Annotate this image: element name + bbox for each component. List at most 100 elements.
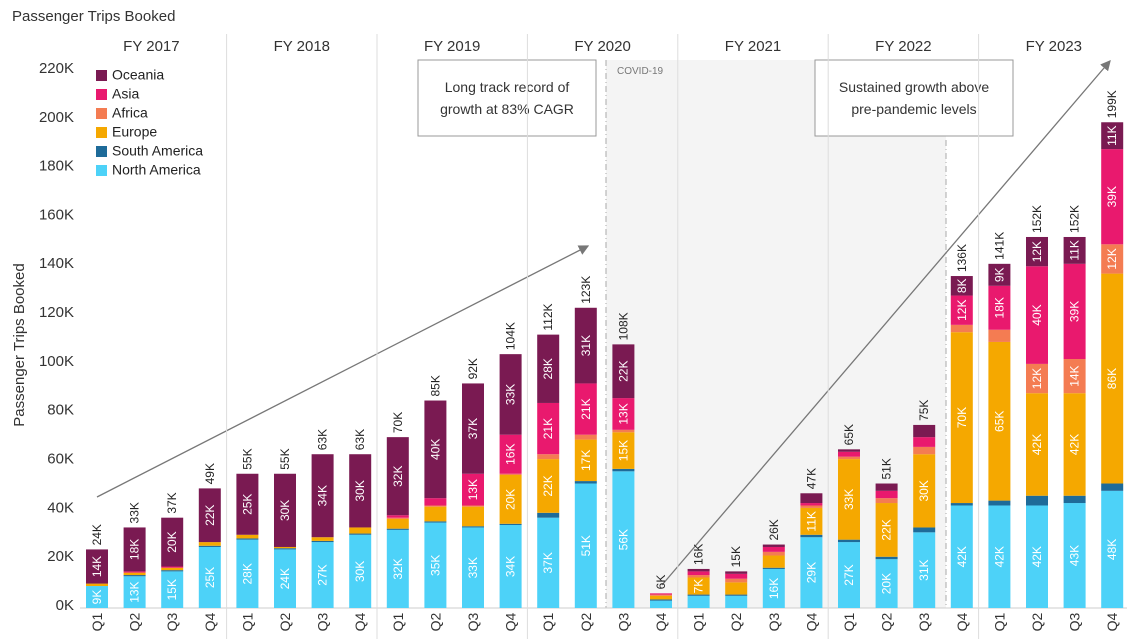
bar-segment [236, 534, 259, 539]
bar-segment [537, 402, 560, 455]
bar-segment [687, 568, 710, 572]
bar-segment [161, 571, 184, 608]
x-tick-label: Q4 [503, 612, 519, 631]
bar-segment [612, 471, 635, 608]
bar-segment [161, 567, 184, 571]
bar-segment [198, 542, 221, 546]
segment-label: 42K [1068, 434, 1082, 455]
bar-segment [950, 505, 973, 608]
annotation: Long track record of [445, 79, 570, 95]
y-tick-label: 120K [39, 304, 74, 321]
year-label: FY 2019 [424, 38, 480, 55]
bar-segment [236, 538, 259, 540]
bar-segment [650, 600, 672, 608]
segment-label: 42K [955, 546, 969, 567]
bar-segment [950, 332, 973, 504]
total-label: 112K [541, 303, 555, 330]
total-label: 92K [466, 358, 480, 379]
covid-label: COVID-19 [617, 66, 664, 77]
bar-segment [537, 334, 560, 403]
segment-label: 37K [466, 418, 480, 439]
segment-label: 42K [992, 546, 1006, 567]
segment-label: 65K [992, 411, 1006, 432]
x-tick-label: Q1 [841, 612, 857, 631]
x-tick-label: Q1 [89, 612, 105, 631]
total-label: 51K [880, 458, 894, 479]
bar-segment [838, 449, 860, 452]
x-tick-label: Q1 [390, 612, 406, 631]
bar-segment [725, 573, 748, 579]
bar-segment [537, 512, 560, 518]
bar-segment [499, 474, 522, 524]
bar-segment [1026, 236, 1048, 267]
bar-segment [161, 570, 184, 572]
bar-segment [1063, 503, 1086, 608]
bar-segment [800, 503, 823, 506]
bar-segment [650, 595, 672, 600]
segment-label: 39K [1068, 301, 1082, 322]
total-label: 63K [316, 429, 330, 450]
bar-segment [612, 432, 635, 469]
bar-segment [988, 341, 1011, 501]
bar-segment [499, 525, 522, 608]
bar-segment [424, 522, 447, 608]
bar-segment [1063, 359, 1086, 394]
total-label: 152K [1068, 205, 1082, 233]
bar-segment [612, 429, 635, 433]
bar-segment [762, 555, 785, 568]
y-tick-label: 0K [56, 597, 74, 614]
year-label: FY 2022 [875, 38, 931, 55]
x-tick-label: Q2 [879, 612, 895, 631]
bar-segment [1026, 363, 1048, 394]
x-tick-label: Q3 [315, 612, 331, 631]
y-tick-label: 80K [47, 402, 74, 419]
x-tick-label: Q4 [653, 612, 669, 631]
segment-label: 28K [240, 563, 254, 584]
bar-segment [424, 521, 447, 523]
bar-segment [1101, 483, 1124, 491]
bar-segment [1101, 122, 1124, 150]
bar-segment [424, 506, 447, 522]
bar-segment [725, 594, 748, 596]
segment-label: 42K [1030, 434, 1044, 455]
legend-label: Europe [112, 124, 157, 140]
segment-label: 28K [541, 358, 555, 379]
x-tick-label: Q4 [803, 612, 819, 631]
x-tick-label: Q2 [578, 612, 594, 631]
segment-label: 30K [278, 500, 292, 521]
bar-segment [838, 459, 860, 540]
x-tick-label: Q4 [202, 612, 218, 631]
segment-label: 29K [804, 562, 818, 583]
bar-segment [950, 295, 973, 325]
x-tick-label: Q3 [615, 612, 631, 631]
segment-label: 20K [165, 531, 179, 552]
bar-segment [1101, 244, 1124, 274]
bar-segment [762, 568, 785, 608]
bar-segment [800, 534, 823, 538]
bar-segment [349, 454, 372, 528]
x-tick-label: Q2 [1029, 612, 1045, 631]
y-tick-label: 160K [39, 206, 74, 223]
bar-segment [687, 577, 710, 595]
bar-segment [988, 263, 1011, 286]
total-label: 136K [955, 244, 969, 272]
bar-segment [950, 276, 973, 296]
year-label: FY 2021 [725, 38, 781, 55]
bar-segment [161, 517, 184, 567]
arrow [96, 245, 590, 498]
bar-segment [537, 454, 560, 460]
bar-segment [462, 473, 484, 506]
bar-segment [499, 523, 522, 526]
segment-label: 31K [917, 559, 931, 580]
y-tick-label: 20K [47, 548, 74, 565]
bar-segment [800, 505, 823, 508]
segment-label: 20K [504, 489, 518, 510]
bar-segment [574, 383, 597, 435]
bar-segment [386, 518, 409, 529]
x-tick-label: Q3 [766, 612, 782, 631]
bar-segment [462, 526, 484, 528]
legend-swatch [96, 146, 107, 157]
segment-label: 37K [541, 552, 555, 573]
bar-segment [236, 539, 259, 608]
bar-segment [462, 527, 484, 608]
